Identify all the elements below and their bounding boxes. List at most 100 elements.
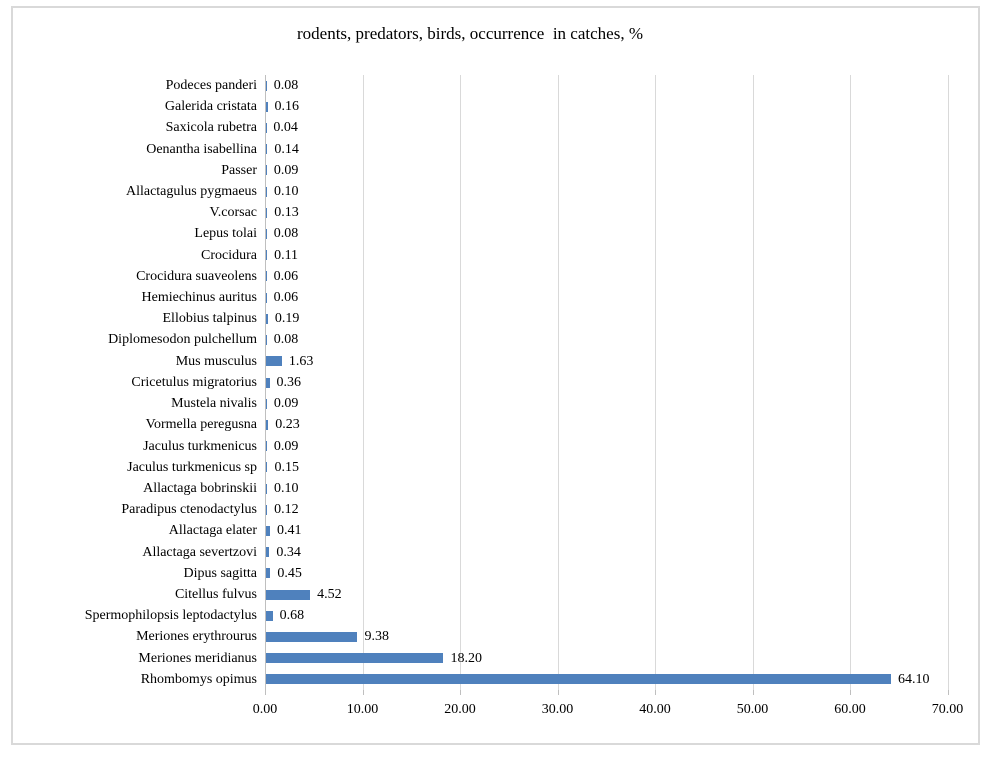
bar <box>266 398 267 409</box>
bar <box>266 674 891 685</box>
value-label: 0.08 <box>273 78 299 93</box>
category-label: Lepus tolai <box>194 226 257 242</box>
value-label: 0.12 <box>274 502 299 518</box>
value-label: 0.08 <box>273 226 299 242</box>
category-label: Crocidura <box>201 247 257 263</box>
value-label: 0.19 <box>274 311 300 327</box>
category-label: Jaculus turkmenicus <box>143 438 257 454</box>
bar <box>266 631 358 642</box>
category-label: Vormella peregusna <box>145 417 257 433</box>
x-axis-tick <box>362 690 364 695</box>
x-tick-label: 60.00 <box>834 702 866 717</box>
category-label: V.corsac <box>209 205 257 221</box>
value-label: 0.15 <box>274 459 299 475</box>
x-axis-tick <box>850 690 851 695</box>
x-axis-tick <box>265 690 266 695</box>
value-label: 1.63 <box>288 353 314 369</box>
category-label: Saxicola rubetra <box>165 120 257 136</box>
x-axis-tick <box>947 690 949 695</box>
value-label: 0.08 <box>273 332 299 348</box>
gridline <box>947 75 949 690</box>
category-label: Paradipus ctenodactylus <box>121 502 257 518</box>
category-label: Passer <box>221 162 257 178</box>
gridline <box>362 75 364 690</box>
value-label: 0.45 <box>277 565 302 581</box>
x-tick-label: 40.00 <box>639 702 671 717</box>
x-axis-tick <box>557 690 559 695</box>
bar <box>266 462 268 473</box>
category-label: Allactaga elater <box>168 523 257 539</box>
x-tick-label: 0.00 <box>252 702 278 717</box>
bar <box>266 483 267 494</box>
bar <box>266 377 270 388</box>
value-label: 0.09 <box>273 162 299 178</box>
value-label: 0.10 <box>273 184 299 200</box>
chart-frame <box>11 6 980 745</box>
value-label: 0.11 <box>274 247 299 263</box>
x-tick-label: 50.00 <box>736 702 769 717</box>
category-label: Crocidura suaveolens <box>136 268 257 284</box>
value-label: 0.06 <box>273 290 299 306</box>
x-tick-label: 10.00 <box>346 702 379 717</box>
x-axis-tick <box>460 690 461 695</box>
x-tick-label: 30.00 <box>541 702 574 717</box>
chart-title: rodents, predators, birds, occurrence in… <box>296 24 643 43</box>
gridline <box>460 75 461 690</box>
category-label: Rhombomys opimus <box>140 671 257 687</box>
bar <box>266 547 270 558</box>
category-axis-line <box>265 75 266 690</box>
category-label: Dipus sagitta <box>183 565 258 581</box>
category-label: Cricetulus migratorius <box>131 374 257 390</box>
value-label: 0.09 <box>273 396 299 412</box>
gridline <box>752 75 754 690</box>
value-label: 0.34 <box>276 544 301 560</box>
category-label: Podeces panderi <box>165 78 257 93</box>
gridline <box>850 75 851 690</box>
value-label: 9.38 <box>364 629 389 645</box>
category-label: Allactaga bobrinskii <box>143 480 257 496</box>
category-label: Mustela nivalis <box>171 396 257 412</box>
gridline <box>655 75 656 690</box>
value-label: 0.23 <box>275 417 300 433</box>
category-label: Mus musculus <box>175 353 257 369</box>
category-label: Allactagulus pygmaeus <box>125 184 257 200</box>
bar <box>266 165 267 176</box>
value-label: 0.16 <box>274 99 300 115</box>
bar <box>266 356 282 367</box>
value-label: 18.20 <box>450 650 482 666</box>
bar <box>266 144 268 155</box>
category-label: Meriones erythrourus <box>136 629 257 645</box>
bar <box>266 186 267 197</box>
x-tick-label: 70.00 <box>931 702 964 717</box>
bar <box>266 568 271 579</box>
category-label: Meriones meridianus <box>138 650 257 666</box>
bar <box>266 589 311 600</box>
x-axis-tick <box>655 690 656 695</box>
value-label: 0.06 <box>273 268 299 284</box>
bar <box>266 525 270 536</box>
value-label: 0.04 <box>273 120 298 136</box>
value-label: 0.41 <box>276 523 302 539</box>
value-label: 0.09 <box>273 438 299 454</box>
value-label: 4.52 <box>317 586 342 602</box>
category-label: Galerida cristata <box>164 99 257 115</box>
value-label: 64.10 <box>897 671 930 687</box>
category-label: Allactaga severtzovi <box>142 544 257 560</box>
bar <box>266 207 268 218</box>
category-label: Hemiechinus auritus <box>141 290 257 306</box>
x-axis-tick <box>752 690 754 695</box>
value-label: 0.14 <box>274 141 299 157</box>
bar <box>266 292 267 303</box>
value-label: 0.36 <box>276 374 302 390</box>
category-label: Citellus fulvus <box>174 586 257 602</box>
bar <box>266 610 273 621</box>
gridline <box>557 75 559 690</box>
value-label: 0.10 <box>273 480 299 496</box>
bar <box>266 313 268 324</box>
bar <box>266 80 267 91</box>
category-label: Ellobius talpinus <box>162 311 258 327</box>
bar <box>266 653 444 664</box>
value-label: 0.68 <box>279 608 305 624</box>
bar <box>266 419 269 430</box>
category-label: Jaculus turkmenicus sp <box>127 459 257 475</box>
